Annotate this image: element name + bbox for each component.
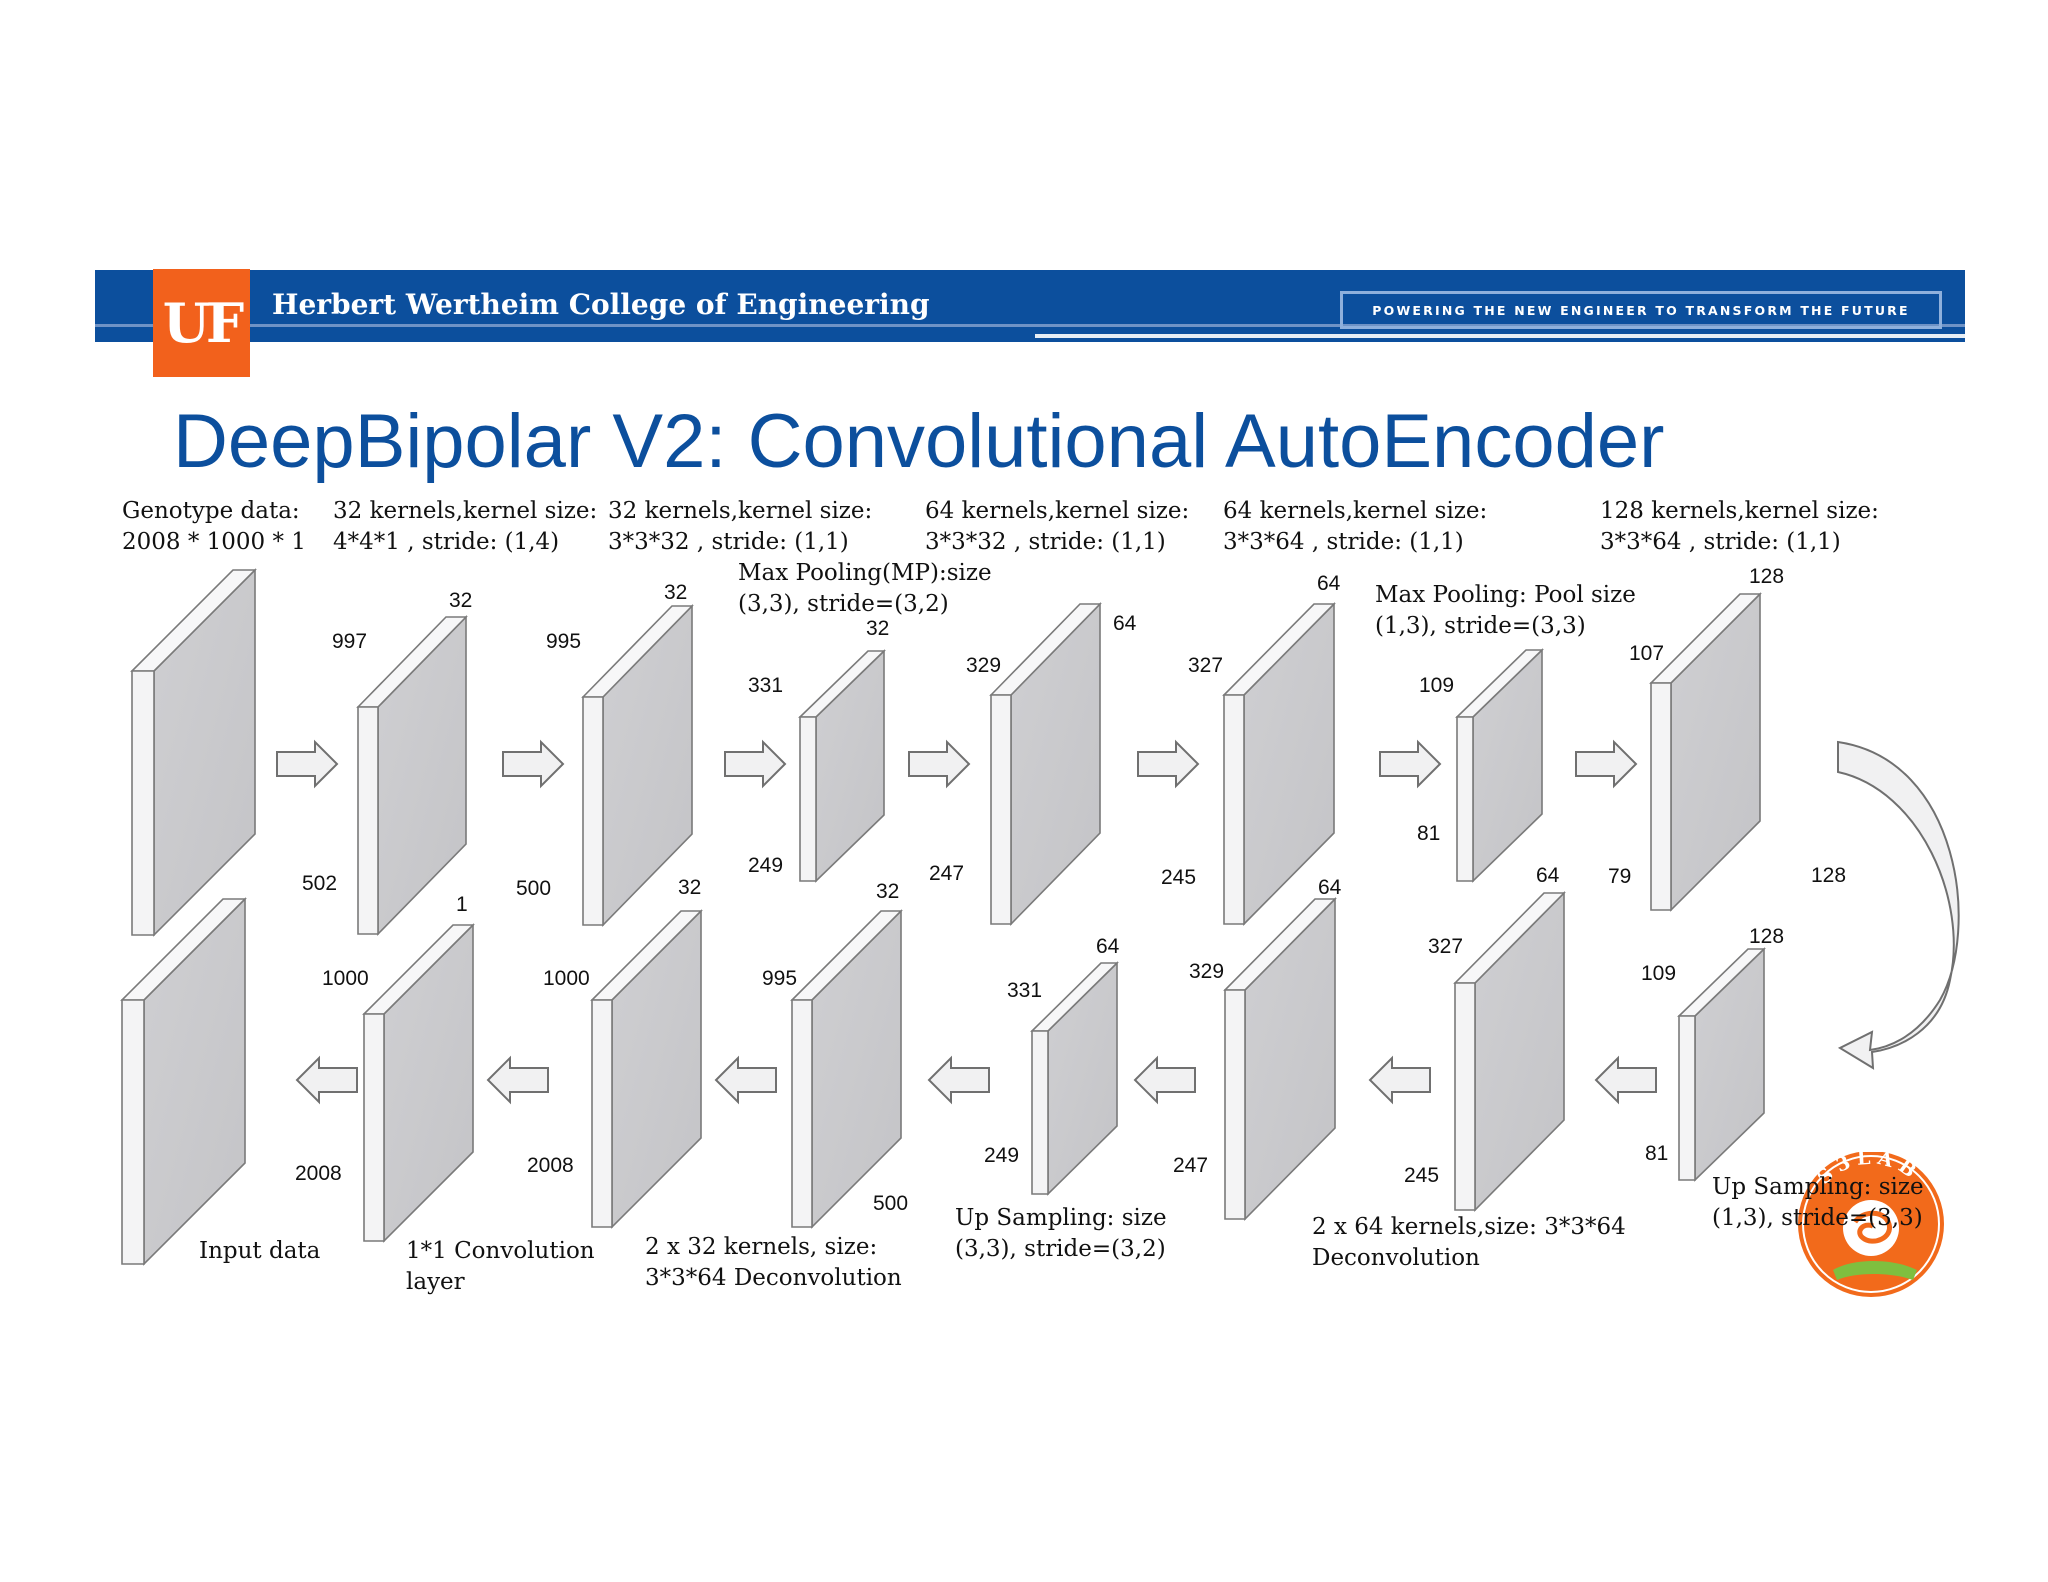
d5-height: 247 bbox=[1173, 1154, 1208, 1177]
decoder-deconv64a-slab bbox=[1223, 897, 1337, 1221]
label-upsampling2: Up Sampling: size (1,3), stride=(3,3) bbox=[1712, 1174, 1924, 1231]
d4-width: 331 bbox=[1007, 979, 1042, 1002]
e3-depth: 32 bbox=[866, 617, 889, 640]
label-deconv32: 2 x 32 kernels, size: 3*3*64 Deconvoluti… bbox=[645, 1234, 902, 1291]
label-conv11: 1*1 Convolution layer bbox=[406, 1238, 595, 1295]
label-conv3: 64 kernels,kernel size: 3*3*32 , stride:… bbox=[925, 498, 1190, 555]
encoder-conv4-slab bbox=[1222, 602, 1336, 926]
arrow-right-1 bbox=[276, 739, 339, 789]
e1-width: 997 bbox=[332, 630, 367, 653]
label-input-data: Input data bbox=[199, 1238, 321, 1264]
uf-logo: UF bbox=[153, 269, 250, 377]
d1-depth: 1 bbox=[456, 893, 468, 916]
arrow-left-1 bbox=[295, 1055, 358, 1105]
e7-height: 79 bbox=[1608, 865, 1631, 888]
arrow-right-4 bbox=[908, 739, 971, 789]
decoder-deconv32a-slab bbox=[590, 909, 703, 1229]
decoder-up2-slab bbox=[1677, 947, 1766, 1182]
label-genotype: Genotype data: 2008 * 1000 * 1 bbox=[122, 498, 306, 555]
d2-depth: 32 bbox=[678, 876, 701, 899]
decoder-deconv64b-slab bbox=[1453, 891, 1566, 1212]
arrow-left-5 bbox=[1133, 1055, 1196, 1105]
d7-width: 109 bbox=[1641, 962, 1676, 985]
arrow-right-7 bbox=[1575, 739, 1638, 789]
e6-width: 109 bbox=[1419, 674, 1454, 697]
e5-depth: 64 bbox=[1317, 572, 1341, 595]
e2-width: 995 bbox=[546, 630, 581, 653]
e1-height: 502 bbox=[302, 872, 337, 895]
encoder-conv1-slab bbox=[356, 615, 468, 936]
label-conv4: 64 kernels,kernel size: 3*3*64 , stride:… bbox=[1223, 498, 1488, 555]
banner-stripe bbox=[95, 324, 1965, 327]
e1-depth: 32 bbox=[449, 589, 472, 612]
arrow-left-6 bbox=[1368, 1055, 1431, 1105]
d2-width: 1000 bbox=[543, 967, 590, 990]
tagline: POWERING THE NEW ENGINEER TO TRANSFORM T… bbox=[1340, 291, 1942, 329]
label-conv2: 32 kernels,kernel size: 3*3*32 , stride:… bbox=[608, 498, 873, 555]
encoder-pool2-slab bbox=[1455, 648, 1544, 883]
d5-width: 329 bbox=[1189, 960, 1224, 983]
page-title: DeepBipolar V2: Convolutional AutoEncode… bbox=[173, 399, 1665, 484]
college-name: Herbert Wertheim College of Engineering bbox=[272, 288, 930, 321]
encoder-conv5-slab bbox=[1649, 592, 1762, 912]
e7-width: 107 bbox=[1629, 642, 1664, 665]
e3-width: 331 bbox=[748, 674, 783, 697]
e2-height: 500 bbox=[516, 877, 551, 900]
arrow-left-4 bbox=[927, 1055, 990, 1105]
arrow-left-3 bbox=[714, 1055, 777, 1105]
d5-depth: 64 bbox=[1318, 876, 1342, 899]
decoder-up1-slab bbox=[1030, 961, 1119, 1196]
turn-arrow bbox=[1837, 740, 1960, 1070]
label-deconv64: 2 x 64 kernels,size: 3*3*64 Deconvolutio… bbox=[1312, 1214, 1626, 1271]
e3-height: 249 bbox=[748, 854, 783, 877]
e5-height: 245 bbox=[1161, 866, 1196, 889]
label-upsampling1: Up Sampling: size (3,3), stride=(3,2) bbox=[955, 1205, 1167, 1262]
e7-depth: 128 bbox=[1749, 565, 1784, 588]
d6-height: 245 bbox=[1404, 1164, 1439, 1187]
arrow-left-2 bbox=[486, 1055, 549, 1105]
d6-depth: 64 bbox=[1536, 864, 1560, 887]
arrow-right-6 bbox=[1379, 739, 1442, 789]
e6-height: 81 bbox=[1417, 822, 1440, 845]
decoder-input-slab bbox=[120, 897, 247, 1266]
d7-depth: 128 bbox=[1749, 925, 1784, 948]
encoder-conv3-slab bbox=[989, 602, 1102, 926]
d2-height: 2008 bbox=[527, 1154, 574, 1177]
e4-depth: 64 bbox=[1113, 612, 1137, 635]
e5-width: 327 bbox=[1188, 654, 1223, 677]
arrow-right-3 bbox=[724, 739, 787, 789]
d4-height: 249 bbox=[984, 1144, 1019, 1167]
banner-underline bbox=[1035, 334, 1965, 338]
decoder-conv11-slab bbox=[362, 923, 475, 1243]
arrow-right-5 bbox=[1137, 739, 1200, 789]
d3-width: 995 bbox=[762, 967, 797, 990]
decoder-deconv32b-slab bbox=[790, 909, 903, 1229]
e4-height: 247 bbox=[929, 862, 964, 885]
header-banner bbox=[95, 270, 1965, 342]
e4-width: 329 bbox=[966, 654, 1001, 677]
s3lab-logo: S3LAB bbox=[1798, 1152, 1944, 1297]
d4-depth: 64 bbox=[1096, 935, 1120, 958]
d7-height: 81 bbox=[1645, 1142, 1668, 1165]
label-pool1: Max Pooling(MP):size (3,3), stride=(3,2) bbox=[738, 560, 992, 617]
encoder-input-slab bbox=[130, 568, 257, 937]
encoder-conv2-slab bbox=[581, 604, 694, 927]
d1-height: 2008 bbox=[295, 1162, 342, 1185]
d1-width: 1000 bbox=[322, 967, 369, 990]
encoder-pool1-slab bbox=[798, 649, 886, 883]
label-conv5: 128 kernels,kernel size: 3*3*64 , stride… bbox=[1600, 498, 1879, 555]
e2-depth: 32 bbox=[664, 581, 687, 604]
d6-width: 327 bbox=[1428, 935, 1463, 958]
label-conv1: 32 kernels,kernel size: 4*4*1 , stride: … bbox=[333, 498, 598, 555]
turn-depth: 128 bbox=[1811, 864, 1846, 887]
d3-height: 500 bbox=[873, 1192, 908, 1215]
label-pool2: Max Pooling: Pool size (1,3), stride=(3,… bbox=[1375, 582, 1636, 639]
arrow-left-7 bbox=[1594, 1055, 1657, 1105]
d3-depth: 32 bbox=[876, 880, 899, 903]
arrow-right-2 bbox=[502, 739, 565, 789]
